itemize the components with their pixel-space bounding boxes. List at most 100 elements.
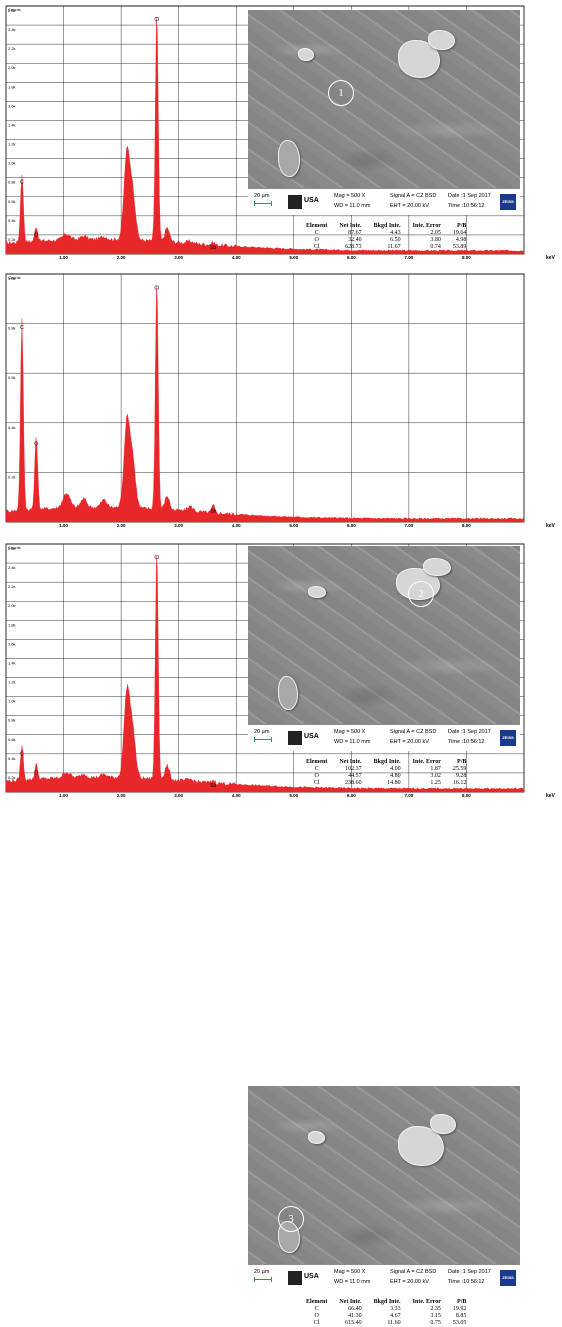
- sem-mag: Mag = 500 X: [334, 729, 366, 735]
- quantification-table: Element Net Inte. Bkgd Inte. Inte. Error P/B…: [300, 1299, 472, 1327]
- zeiss-logo: ZEISS: [500, 1270, 516, 1286]
- x-tick-label: 8.00: [462, 255, 471, 260]
- x-tick-label: 2.00: [117, 523, 126, 528]
- sem-eht: EHT = 20.00 kV: [390, 739, 429, 745]
- peak-label-o: O: [34, 442, 38, 448]
- y-tick-label: 2.2k: [8, 584, 16, 589]
- table-cell: 628.73: [345, 244, 362, 250]
- table-cell: C: [314, 1306, 319, 1312]
- table-row: Cl 238.60 14.80 1.25 16.12: [300, 780, 472, 787]
- y-tick-label: 2.6k: [8, 546, 16, 551]
- y-tick-label: 0.6k: [8, 737, 16, 742]
- sem-image: 2: [248, 546, 520, 724]
- x-tick-label: 3.00: [174, 255, 183, 260]
- scale-bar-label: 20 µm: [254, 729, 270, 735]
- y-tick-label: 0.6k: [8, 199, 16, 204]
- table-cell: 4.00: [390, 766, 401, 772]
- sem-date: Date :1 Sep 2017: [448, 193, 491, 199]
- table-cell: Cl: [313, 1320, 320, 1326]
- y-tick-label: 1.0k: [8, 276, 16, 281]
- spectrum-area: [5, 285, 525, 523]
- table-cell: 41.30: [348, 1313, 362, 1319]
- x-tick-label: 5.00: [289, 255, 298, 260]
- y-tick-label: 0.4k: [8, 756, 16, 761]
- table-header: Element: [306, 759, 328, 765]
- lab-logo-text: USA: [304, 1273, 319, 1280]
- table-header: P/B: [457, 223, 467, 229]
- sem-micrograph: 2 20 µm USA Mag = 500 X WD = 11.0 mm Signal A…: [248, 546, 520, 751]
- table-row: Cl 615.40 11.60 0.75 53.05: [300, 1320, 472, 1327]
- y-tick-label: 2.4k: [8, 565, 16, 570]
- y-tick-label: 1.2k: [8, 142, 16, 147]
- table-header: Element: [306, 223, 328, 229]
- table-cell: 102.37: [345, 766, 362, 772]
- table-cell: 238.60: [345, 780, 362, 786]
- table-cell: 11.67: [387, 244, 401, 250]
- sem-signal: Signal A = CZ BSD: [390, 1269, 437, 1275]
- particle: [308, 586, 326, 598]
- table-row: C 87.67 4.43 2.05 19.64: [300, 230, 472, 237]
- y-tick-label: 2.4k: [8, 27, 16, 32]
- scale-bar: [254, 1277, 272, 1282]
- table-header: Bkgd Inte.: [373, 1299, 401, 1305]
- scale-bar: [254, 201, 272, 206]
- sem-eht: EHT = 20.00 kV: [390, 203, 429, 209]
- peak-label-o: O: [34, 233, 38, 239]
- table-cell: 9.28: [455, 773, 467, 779]
- table-cell: 53.05: [452, 1320, 467, 1326]
- y-tick-label: 1.2k: [8, 680, 16, 685]
- table-cell: 4.98: [455, 237, 467, 243]
- y-tick-label: 1.4k: [8, 660, 16, 665]
- particle: [423, 558, 451, 576]
- table-cell: O: [314, 1313, 319, 1319]
- y-corner-label: Counts: [8, 275, 21, 280]
- table-cell: 25.59: [452, 766, 467, 772]
- sem-time: Time :10:56:12: [448, 203, 485, 209]
- peak-label-c: C: [20, 325, 24, 331]
- sem-signal: Signal A = CZ BSD: [390, 729, 437, 735]
- spot-marker: 2: [408, 581, 434, 607]
- table-header: Bkgd Inte.: [373, 759, 401, 765]
- peak-label-c: C: [20, 752, 24, 758]
- table-cell: Cl: [313, 244, 320, 250]
- table-cell: C: [314, 766, 319, 772]
- table-row: O 32.40 6.50 3.80 4.98: [300, 237, 472, 244]
- lab-logo-icon: [288, 195, 302, 209]
- table-header-row: Element Net Inte. Bkgd Inte. Inte. Error P/B: [300, 223, 472, 230]
- y-corner-label: Counts: [8, 7, 21, 12]
- table-cell: 53.89: [452, 244, 467, 250]
- table-cell: 0.75: [430, 1320, 441, 1326]
- sem-wd: WD = 11.0 mm: [334, 1279, 371, 1285]
- peak-label-cl: Cl: [154, 17, 159, 23]
- table-row: O 44.57 4.80 3.02 9.28: [300, 773, 472, 780]
- y-tick-label: 0.8k: [8, 180, 16, 185]
- y-tick-label: 0.8k: [8, 326, 16, 331]
- table-header: P/B: [457, 1299, 467, 1305]
- table-cell: 11.60: [387, 1320, 401, 1326]
- sem-info-bar: 20 µm USA Mag = 500 X WD = 11.0 mm Signal A …: [248, 189, 520, 215]
- table-cell: 4.67: [390, 1313, 401, 1319]
- table-cell: 66.40: [348, 1306, 362, 1312]
- y-tick-label: 0.8k: [8, 718, 16, 723]
- table-cell: Cl: [313, 780, 320, 786]
- lab-logo-text: USA: [304, 733, 319, 740]
- table-row: O 41.30 4.67 3.15 8.85: [300, 1313, 472, 1320]
- table-cell: O: [314, 237, 319, 243]
- y-tick-label: 1.0k: [8, 161, 16, 166]
- table-cell: 3.02: [430, 773, 441, 779]
- x-tick-label: 8.00: [462, 523, 471, 528]
- table-header: Inte. Error: [412, 1299, 441, 1305]
- y-tick-label: 0.2k: [8, 775, 16, 780]
- spectrum-area: [5, 17, 525, 255]
- table-cell: 2.35: [430, 1306, 441, 1312]
- y-tick-label: 1.0k: [8, 699, 16, 704]
- sem-time: Time :10:56:12: [448, 1279, 485, 1285]
- particle: [428, 30, 455, 50]
- table-cell: 87.67: [348, 230, 362, 236]
- table-cell: 8.85: [455, 1313, 467, 1319]
- y-tick-label: 2.0k: [8, 603, 16, 608]
- x-tick-label: 1.00: [59, 523, 68, 528]
- scale-bar: [254, 737, 272, 742]
- x-tick-label: 4.00: [232, 255, 241, 260]
- y-tick-label: 2.0k: [8, 65, 16, 70]
